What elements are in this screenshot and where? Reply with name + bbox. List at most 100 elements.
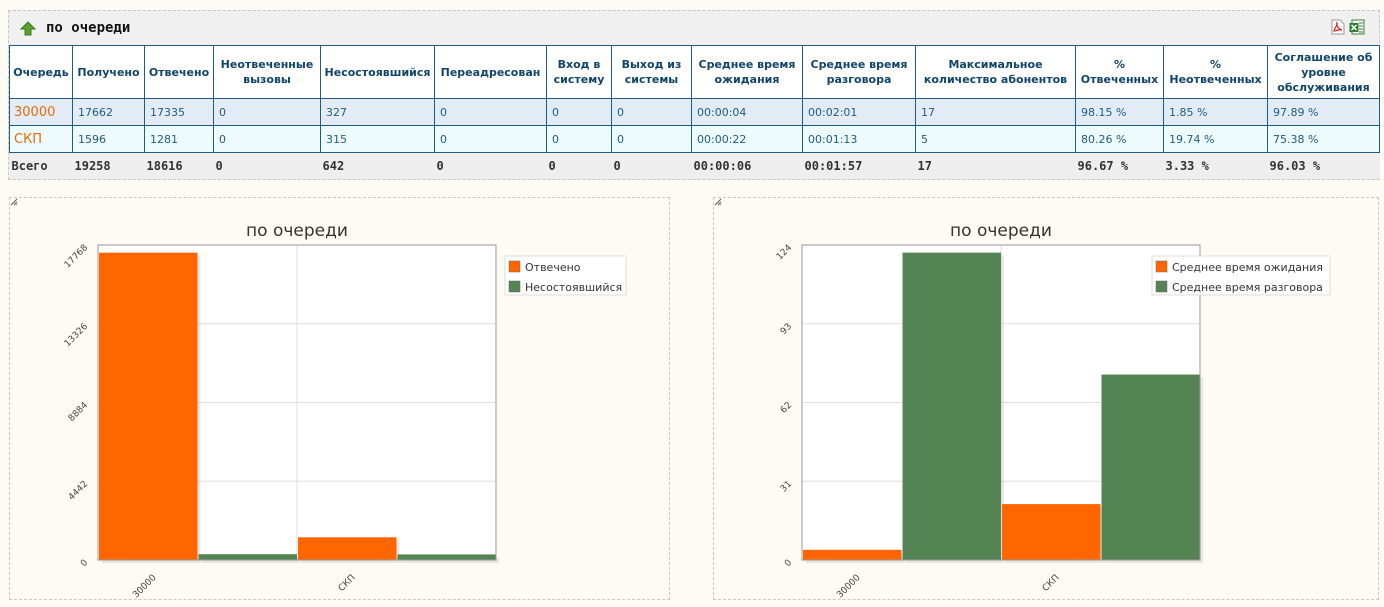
table-cell: 00:00:04 [691, 98, 803, 126]
legend-swatch [1155, 260, 1168, 273]
bar[interactable] [1101, 374, 1201, 560]
pdf-export-icon[interactable] [1331, 19, 1345, 35]
bar[interactable] [397, 554, 497, 560]
total-cell: 00:01:57 [802, 152, 916, 179]
total-cell: 96.67 % [1075, 152, 1164, 179]
y-tick-label: 8884 [67, 400, 90, 423]
y-tick-label: 4442 [67, 479, 90, 502]
column-header: Переадресован [434, 45, 547, 99]
table-cell: 0 [611, 98, 692, 126]
queue-report: по очереди Очередь Получено Отвечено Неотве… [8, 10, 1380, 180]
y-tick-label: 17768 [63, 243, 91, 271]
column-header: Выход из системы [611, 45, 692, 99]
report-title: по очереди [46, 20, 131, 36]
bar[interactable] [902, 252, 1002, 560]
total-cell: 17 [915, 152, 1076, 179]
bar[interactable] [99, 252, 198, 560]
column-header: Получено [72, 45, 145, 99]
chart-title: по очереди [246, 221, 348, 241]
table-cell: 98.15 % [1075, 98, 1164, 126]
table-cell: 1596 [72, 125, 145, 153]
column-header: Максимальное количество абонентов [915, 45, 1076, 99]
table-cell: 75.38 % [1267, 125, 1380, 153]
legend-box [504, 255, 627, 296]
legend-label: Среднее время разговора [1172, 281, 1323, 294]
bar[interactable] [803, 549, 902, 560]
column-header: Неотвеченные вызовы [213, 45, 321, 99]
total-cell: 0 [611, 152, 692, 179]
table-cell: 0 [611, 125, 692, 153]
y-tick-label: 62 [779, 401, 794, 416]
chart-wait-talk-time-svg: по очереди 0 31 62 93 124 30000 СКП Среднее врем… [775, 221, 1331, 599]
y-tick-label: 0 [79, 558, 90, 569]
column-header: Очередь [9, 45, 73, 99]
bar[interactable] [298, 537, 397, 560]
y-tick-label: 93 [779, 322, 794, 337]
plot-frame [801, 244, 1201, 561]
table-cell: 0 [434, 125, 547, 153]
excel-export-icon[interactable] [1349, 19, 1365, 35]
table-cell: 17662 [72, 98, 145, 126]
total-cell: 0 [434, 152, 547, 179]
total-cell: 96.03 % [1267, 152, 1380, 179]
table-cell: 0 [434, 98, 547, 126]
queue-link[interactable]: 30000 [9, 98, 73, 126]
total-cell: Всего [9, 152, 73, 179]
column-header: Несостоявшийся [320, 45, 435, 99]
y-tick-label: 13326 [63, 322, 91, 350]
table-cell: 17335 [144, 98, 214, 126]
legend-swatch [508, 260, 521, 273]
table-row: 30000 17662 17335 0 327 0 0 0 00:00:04 00:02:01 17… [9, 98, 1380, 126]
chart-answered-failed: по очереди 0 4442 8884 13326 17768 30000 СКП Отв… [9, 197, 670, 600]
legend-swatch [508, 280, 521, 293]
total-cell: 00:00:06 [691, 152, 803, 179]
table-cell: 0 [213, 98, 321, 126]
table-cell: 19.74 % [1163, 125, 1268, 153]
table-header-row: Очередь Получено Отвечено Неотвеченные вызо… [9, 45, 1380, 99]
legend-swatch [1155, 280, 1168, 293]
x-tick-label: 30000 [835, 573, 863, 599]
legend-label: Среднее время ожидания [1172, 261, 1323, 274]
table-cell: 5 [915, 125, 1076, 153]
total-cell: 0 [213, 152, 321, 179]
column-header: Среднее время разговора [802, 45, 916, 99]
report-header: по очереди [9, 11, 1379, 45]
table-cell: 315 [320, 125, 435, 153]
resize-handle-icon[interactable] [714, 198, 722, 206]
chart-answered-failed-svg: по очереди 0 4442 8884 13326 17768 30000 СКП Отв… [63, 221, 627, 599]
table-cell: 1.85 % [1163, 98, 1268, 126]
table-cell: 17 [915, 98, 1076, 126]
queue-stats-table: Очередь Получено Отвечено Неотвеченные вызо… [9, 45, 1380, 179]
resize-handle-icon[interactable] [10, 198, 18, 206]
chart-wait-talk-time: по очереди 0 31 62 93 124 30000 СКП Среднее врем… [713, 197, 1379, 600]
table-cell: 80.26 % [1075, 125, 1164, 153]
table-cell: 1281 [144, 125, 214, 153]
column-header: Вход в систему [546, 45, 612, 99]
x-tick-label: СКП [337, 573, 358, 594]
column-header: Отвечено [144, 45, 214, 99]
table-cell: 00:02:01 [802, 98, 916, 126]
table-cell: 0 [213, 125, 321, 153]
chart-legend: Среднее время ожидания Среднее время разг… [1151, 255, 1331, 296]
table-cell: 327 [320, 98, 435, 126]
legend-box [1151, 255, 1331, 296]
column-header: % Отвеченных [1075, 45, 1164, 99]
y-tick-label: 0 [783, 558, 794, 569]
up-arrow-icon[interactable] [19, 20, 37, 38]
y-tick-label: 124 [775, 243, 794, 262]
table-cell: 97.89 % [1267, 98, 1380, 126]
table-row: СКП 1596 1281 0 315 0 0 0 00:00:22 00:01:13 5 80.26… [9, 125, 1380, 153]
column-header: Соглашение об уровне обслуживания [1267, 45, 1380, 99]
x-tick-label: 30000 [131, 573, 159, 599]
queue-link[interactable]: СКП [9, 125, 73, 153]
table-cell: 00:00:22 [691, 125, 803, 153]
bar[interactable] [198, 554, 298, 560]
total-cell: 18616 [144, 152, 214, 179]
bar[interactable] [1002, 504, 1101, 560]
chart-title: по очереди [950, 221, 1052, 241]
table-cell: 0 [546, 125, 612, 153]
y-tick-label: 31 [779, 479, 794, 494]
total-cell: 642 [320, 152, 435, 179]
total-cell: 19258 [72, 152, 145, 179]
total-cell: 3.33 % [1163, 152, 1268, 179]
